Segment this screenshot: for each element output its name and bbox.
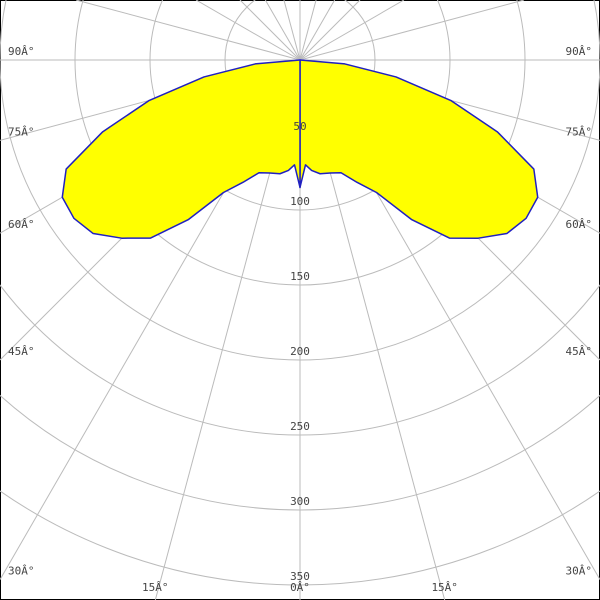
radial-tick-label: 350 [290,570,310,583]
radial-line [195,0,301,61]
radial-line [283,0,301,61]
radial-line [299,0,405,61]
radial-line [239,0,301,61]
angle-label: 45Â° [566,345,593,358]
radial-tick-label: 150 [290,270,310,283]
radial-line [299,0,336,61]
intensity-curve [61,59,301,239]
radial-line [299,0,317,61]
angle-label: 15Â° [142,581,169,594]
radial-tick-label: 250 [290,420,310,433]
angle-label: 75Â° [8,125,35,138]
angle-label: 30Â° [8,565,35,578]
radial-tick-label: 100 [290,195,310,208]
radial-tick-label: 200 [290,345,310,358]
labels: 0Â° 15Â° 15Â° 30Â° 30Â° 45Â° 45Â° 60Â° 60Â° 75Â° 7… [8,45,592,594]
radial-line [75,0,301,61]
angle-label: 30Â° [566,565,593,578]
radial-tick-label: 50 [293,120,306,133]
radial-tick-label: 300 [290,495,310,508]
angle-label: 15Â° [431,581,458,594]
radial-line [299,0,525,61]
radial-line [264,0,301,61]
angle-label: 60Â° [8,218,35,231]
plot [61,59,539,239]
angle-label: 45Â° [8,345,35,358]
angle-label: 60Â° [566,218,593,231]
intensity-curve [299,59,539,239]
angle-label: 90Â° [8,45,35,58]
angle-label: 90Â° [566,45,593,58]
radial-line [299,0,361,61]
angle-label: 75Â° [566,125,593,138]
angle-label: 0Â° [290,581,310,594]
